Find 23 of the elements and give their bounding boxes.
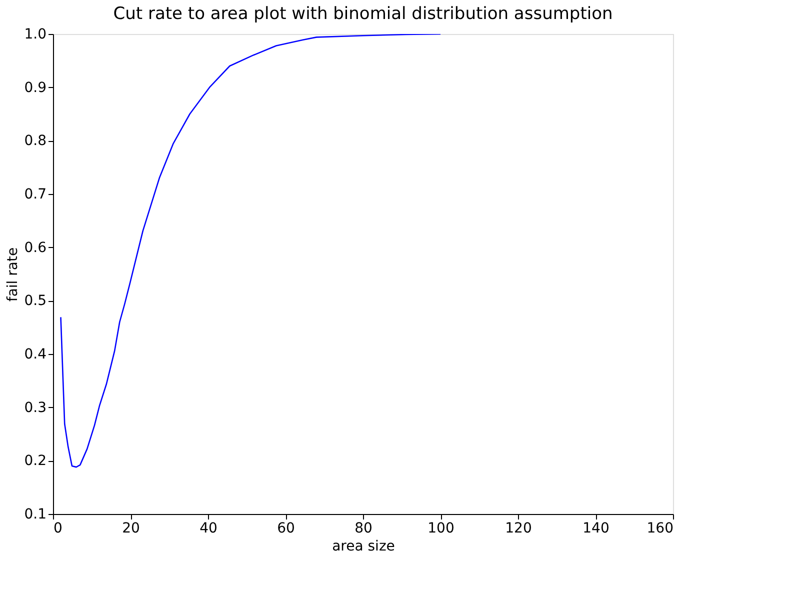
y-tick-label: 0.1 (24, 506, 46, 522)
line-series (60, 34, 442, 468)
x-tick-label: 140 (582, 520, 610, 536)
x-axis-title: area size (332, 538, 395, 554)
y-tick-label: 0.8 (24, 133, 46, 150)
y-tick-label: 0.2 (24, 453, 46, 470)
x-tick-label: 20 (122, 520, 140, 536)
y-tick-label: 0.6 (24, 240, 47, 256)
y-tick-label: 0.7 (24, 186, 46, 202)
y-tick-label: 1.0 (24, 26, 46, 42)
x-tick-label: 100 (428, 520, 454, 536)
y-axis-title: fail rate (5, 247, 22, 302)
y-tick-label: 0.9 (24, 80, 46, 96)
chart-title: Cut rate to area plot with binomial distribution assumption (113, 4, 613, 24)
y-tick-label: 0.5 (24, 293, 46, 310)
y-tick-label: 0.4 (24, 346, 47, 362)
x-tick-label: 0 (54, 520, 62, 536)
x-tick-label: 40 (200, 520, 218, 536)
x-tick-label: 120 (505, 520, 532, 536)
x-tick-label: 60 (277, 520, 295, 536)
y-tick-label: 0.3 (24, 400, 46, 416)
x-tick-label: 160 (646, 520, 674, 536)
x-tick-label: 80 (354, 520, 372, 536)
